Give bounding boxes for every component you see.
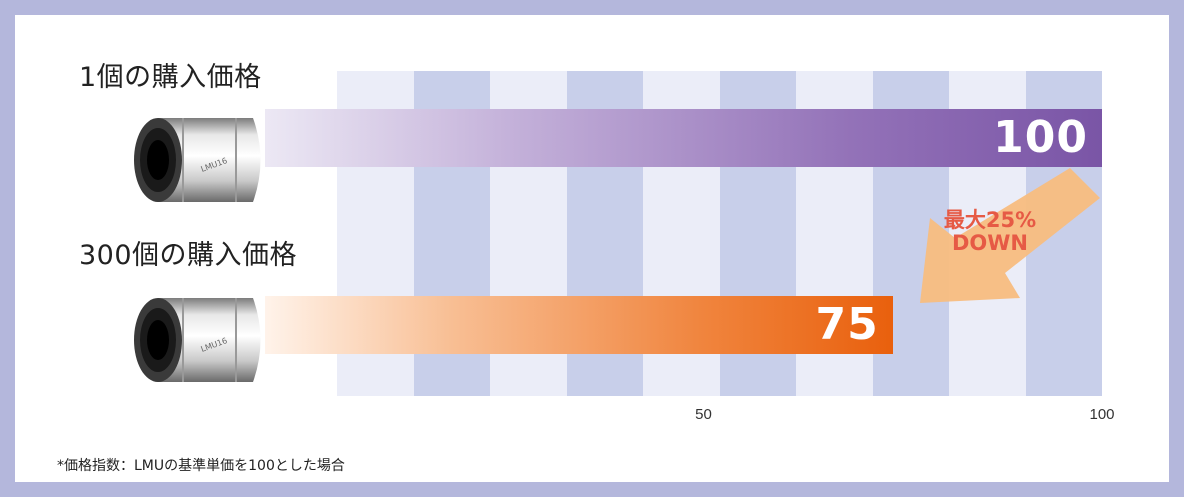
bar-value-2: 75 — [815, 299, 879, 350]
bar-2: 75 — [265, 296, 893, 354]
bar-1: 100 — [265, 109, 1102, 167]
category-label-1: 1個の購入価格 — [79, 62, 262, 93]
reduction-label: 最大25% — [943, 208, 1037, 232]
x-tick-100: 100 — [1089, 406, 1115, 423]
reduction-arrow-icon — [920, 168, 1100, 303]
footnote: *価格指数：LMUの基準単価を100とした場合 — [57, 458, 345, 474]
category-label-2: 300個の購入価格 — [79, 240, 298, 271]
reduction-label-down: DOWN — [951, 231, 1029, 255]
product-image-1: LMU16 — [134, 118, 261, 202]
bar-value-1: 100 — [993, 112, 1088, 163]
x-tick-50: 50 — [695, 406, 712, 423]
product-image-2: LMU16 — [134, 298, 261, 382]
chart-frame: 1個の購入価格 300個の購入価格 100 75 LMU16 — [15, 15, 1169, 482]
